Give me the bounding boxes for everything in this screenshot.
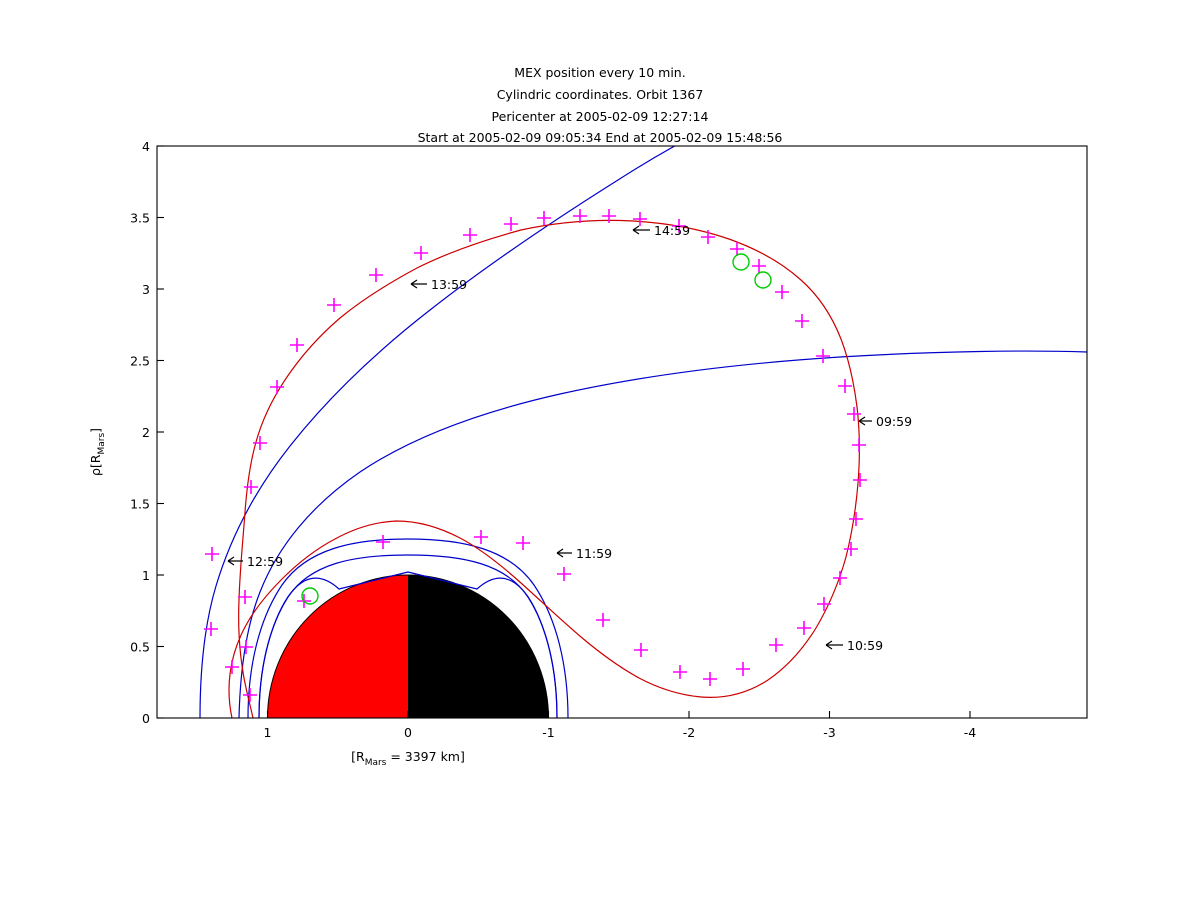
y-axis: 0 0.5 1 1.5 2 2.5 3 3.5 4 ρ[RMars]	[88, 139, 164, 726]
x-tick-label-0: 0	[404, 725, 412, 740]
time-annotation-1159: 11:59	[556, 546, 612, 561]
x-tick-label-neg2: -2	[683, 725, 695, 740]
mars-dayside-hemisphere	[267, 575, 408, 718]
y-tick-label-4: 4	[142, 139, 150, 154]
time-label-1159: 11:59	[576, 546, 612, 561]
y-tick-label-0: 0	[142, 711, 150, 726]
time-annotations: 09:59 10:59 11:59 12:59 13:59	[227, 223, 912, 653]
boundary-bow-shock	[199, 146, 676, 718]
x-tick-label-neg1: -1	[542, 725, 554, 740]
time-annotation-0959: 09:59	[858, 414, 912, 429]
x-axis-title: [RMars = 3397 km]	[351, 749, 465, 768]
mars-limb-outline	[267, 574, 549, 718]
boundary-crossing-markers	[301, 253, 772, 605]
time-annotation-1459: 14:59	[632, 223, 690, 238]
x-tick-label-neg4: -4	[964, 725, 977, 740]
crossing-circle-1	[732, 253, 750, 271]
y-axis-title-sub: Mars	[97, 433, 107, 455]
y-tick-label-0.5: 0.5	[130, 640, 150, 655]
y-tick-label-2: 2	[142, 425, 150, 440]
x-tick-label-1: 1	[264, 725, 272, 740]
svg-text:ρ[RMars]: ρ[RMars]	[88, 428, 107, 476]
title-line-2: Cylindric coordinates. Orbit 1367	[497, 87, 704, 102]
y-axis-title-rho: ρ[R	[88, 454, 103, 476]
title-line-4: Start at 2005-02-09 09:05:34 End at 2005…	[418, 130, 783, 145]
crossing-circle-3	[301, 587, 319, 605]
time-label-1459: 14:59	[654, 223, 690, 238]
orbit-sample-markers	[204, 209, 867, 702]
time-label-1259: 12:59	[247, 554, 283, 569]
y-tick-label-1.5: 1.5	[130, 497, 150, 512]
boundary-ionopause-inner	[258, 554, 558, 718]
title-line-1: MEX position every 10 min.	[514, 65, 685, 80]
y-tick-label-3: 3	[142, 282, 150, 297]
time-annotation-1359: 13:59	[410, 277, 467, 292]
x-axis: 1 0 -1 -2 -3 -4 [RMars = 3397 km]	[264, 711, 977, 768]
x-axis-title-open: [R	[351, 749, 365, 764]
y-axis-title-close: ]	[88, 428, 103, 433]
y-tick-label-3.5: 3.5	[130, 211, 150, 226]
crossing-circle-2	[754, 271, 772, 289]
y-axis-title: ρ[RMars]	[88, 428, 107, 476]
x-tick-marks	[266, 711, 971, 718]
boundary-magnetic-pileup	[238, 350, 1087, 718]
y-tick-marks	[157, 145, 164, 719]
time-label-1059: 10:59	[847, 638, 883, 653]
boundary-ionopause-outer-shell	[247, 538, 569, 718]
y-tick-label-2.5: 2.5	[130, 354, 150, 369]
plot-area: 09:59 10:59 11:59 12:59 13:59	[199, 146, 1087, 718]
y-tick-label-1: 1	[142, 568, 150, 583]
mars-nightside-hemisphere	[408, 575, 549, 718]
time-annotation-1259: 12:59	[227, 554, 283, 569]
time-annotation-1059: 10:59	[825, 638, 883, 653]
x-axis-title-rest: = 3397 km]	[386, 749, 465, 764]
time-label-1359: 13:59	[431, 277, 467, 292]
plot-title-block: MEX position every 10 min. Cylindric coo…	[418, 65, 783, 145]
title-line-3: Pericenter at 2005-02-09 12:27:14	[492, 109, 709, 124]
time-label-0959: 09:59	[876, 414, 912, 429]
x-axis-title-sub: Mars	[365, 758, 387, 768]
x-tick-label-neg3: -3	[823, 725, 835, 740]
